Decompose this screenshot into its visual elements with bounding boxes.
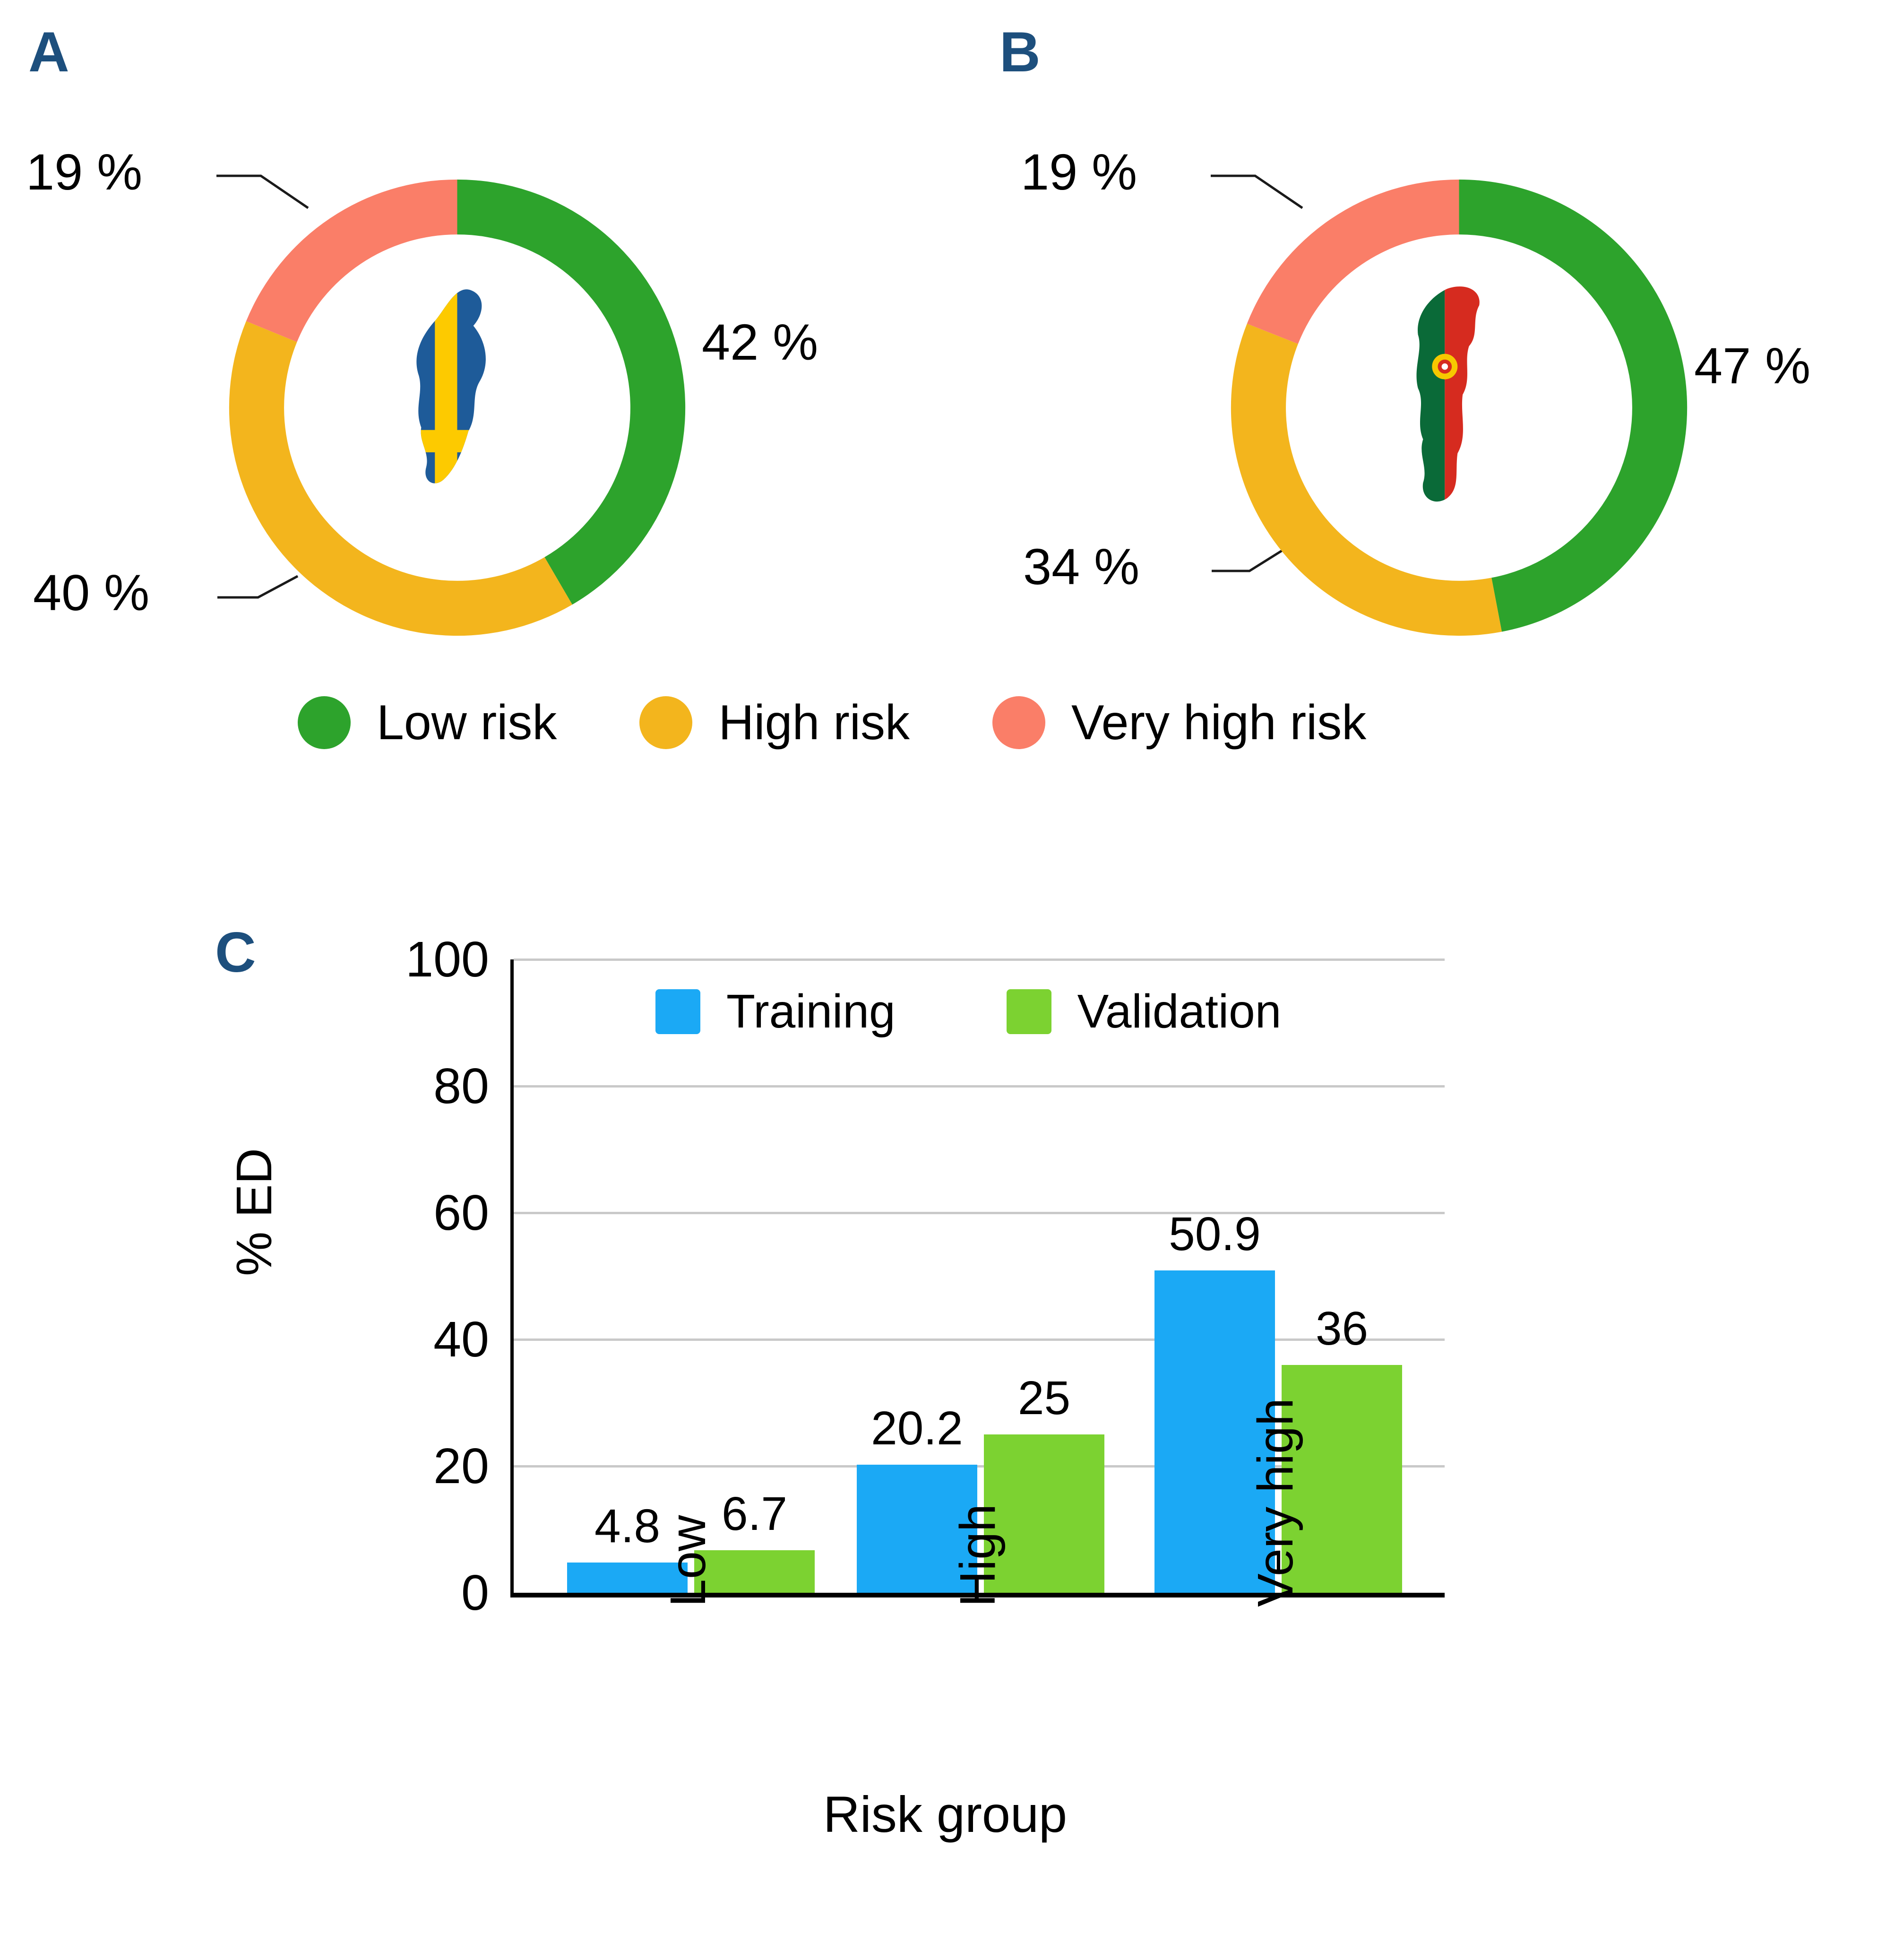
donut-b-very-high-risk-value: 19 % — [1021, 143, 1137, 200]
bar-validation-very-high — [1282, 1364, 1402, 1593]
y-tick-label-20: 20 — [433, 1438, 489, 1494]
donut-a-very-high-risk-value: 19 % — [26, 143, 143, 200]
bar-value-label-validation-high: 25 — [1017, 1372, 1071, 1425]
portugal-flag-map-icon — [1416, 286, 1480, 502]
bar-value-label-validation-very-high: 36 — [1315, 1302, 1369, 1355]
legend-label-high-risk: High risk — [718, 695, 910, 750]
donut-chart-portugal — [1226, 175, 1692, 640]
donut-a-high-risk-value: 40 % — [33, 564, 150, 621]
donut-b-high-risk-value: 34 % — [1023, 538, 1140, 595]
very-high-risk-dot-icon — [992, 696, 1045, 749]
bar-training-very-high — [1154, 1270, 1275, 1593]
training-swatch-icon — [655, 989, 700, 1034]
legend-label-very-high-risk: Very high risk — [1071, 695, 1367, 750]
legend-item-very-high-risk: Very high risk — [992, 696, 1366, 750]
panel-b-label: B — [999, 20, 1041, 84]
x-axis-label: Risk group — [823, 1786, 1068, 1843]
legend-item-high-risk: High risk — [639, 696, 910, 750]
donut-slice-low-risk — [1459, 179, 1688, 632]
chart-legend-label-validation: Validation — [1077, 985, 1282, 1038]
donut-slice-low-risk — [457, 179, 686, 605]
donut-slice-very-high-risk — [1247, 179, 1459, 344]
chart-legend-label-training: Training — [726, 985, 896, 1038]
panel-c-label: C — [215, 921, 256, 984]
validation-swatch-icon — [1006, 989, 1051, 1034]
y-tick-label-80: 80 — [433, 1058, 489, 1114]
gridline-y100 — [514, 958, 1445, 961]
bar-training-high — [857, 1465, 977, 1593]
donut-chart-sweden — [224, 175, 690, 640]
chart-legend-item-validation: Validation — [1006, 985, 1282, 1038]
bar-value-label-training-low: 4.8 — [594, 1499, 660, 1553]
y-tick-label-40: 40 — [433, 1312, 489, 1367]
gridline-y20 — [514, 1465, 1445, 1468]
gridline-y80 — [514, 1085, 1445, 1088]
bar-value-label-training-high: 20.2 — [871, 1402, 963, 1455]
donut-slice-very-high-risk — [246, 179, 457, 342]
bar-chart-plot-area: 4.8 20.2 50.9 6.7 25 36 Training Validation — [510, 958, 1445, 1597]
donut-slice-high-risk — [229, 321, 572, 636]
sweden-flag-map-icon — [416, 289, 486, 484]
legend-item-low-risk: Low risk — [298, 696, 557, 750]
y-tick-label-60: 60 — [433, 1185, 489, 1241]
y-tick-label-100: 100 — [405, 932, 489, 987]
high-risk-dot-icon — [639, 696, 693, 749]
gridline-y60 — [514, 1212, 1445, 1214]
gridline-y40 — [514, 1338, 1445, 1341]
donut-slice-high-risk — [1231, 323, 1502, 636]
risk-legend: Low risk High risk Very high risk — [298, 696, 1366, 750]
donut-a-low-risk-value: 42 % — [702, 313, 818, 371]
bar-validation-low — [694, 1550, 815, 1593]
bar-value-label-training-very-high: 50.9 — [1169, 1207, 1261, 1261]
panel-a-label: A — [28, 20, 69, 84]
low-risk-dot-icon — [298, 696, 351, 749]
bar-value-label-validation-low: 6.7 — [721, 1487, 787, 1541]
chart-legend-item-training: Training — [655, 985, 896, 1037]
bar-training-low — [567, 1562, 688, 1593]
donut-b-low-risk-value: 47 % — [1694, 337, 1811, 394]
legend-label-low-risk: Low risk — [377, 695, 557, 750]
y-tick-label-0: 0 — [461, 1565, 489, 1621]
chart-legend: Training Validation — [655, 985, 1281, 1037]
bar-validation-high — [984, 1434, 1104, 1593]
